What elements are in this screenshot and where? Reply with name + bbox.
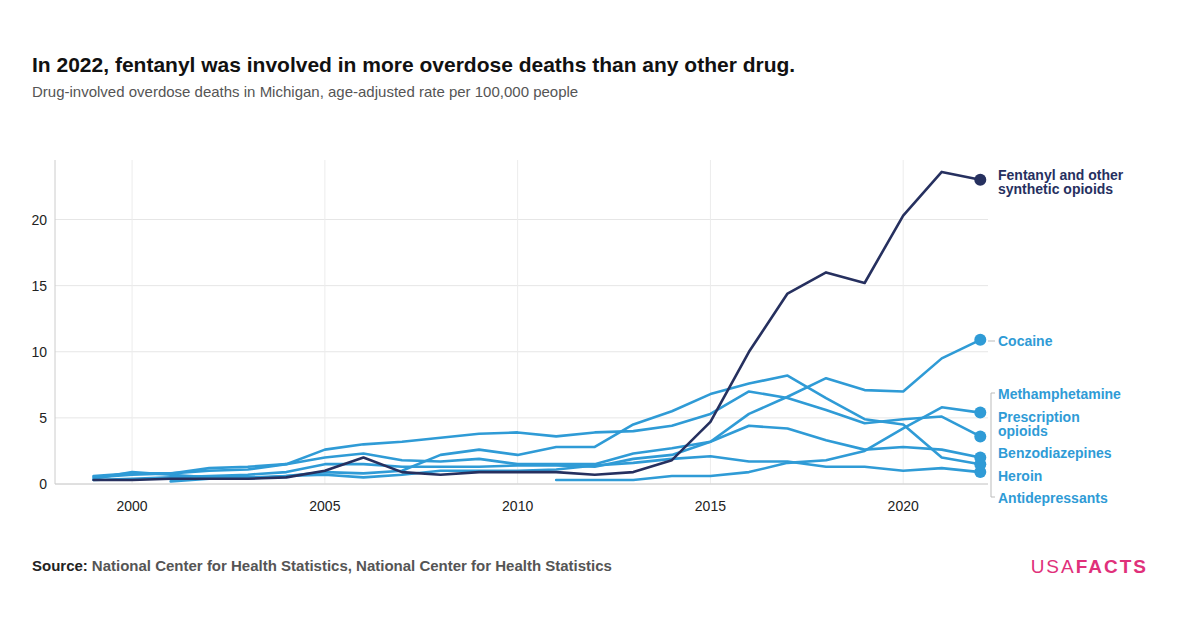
series-label: Benzodiazepines [998,445,1112,461]
y-tick-label: 0 [39,476,47,492]
series-label: Cocaine [998,333,1053,349]
x-tick-label: 2005 [309,498,340,514]
source-label: Source: [32,557,88,574]
grid-line [55,351,988,352]
y-tick-label: 5 [39,410,47,426]
grid-line [132,160,133,484]
grid-line [903,160,904,484]
series-line [94,340,981,476]
logo-part: USA [1031,556,1076,577]
x-tick-label: 2015 [695,498,726,514]
series-label: Antidepressants [998,490,1108,506]
logo: USAFACTS [1031,556,1148,577]
x-axis [55,484,988,485]
grid-line [55,219,988,220]
source-text: National Center for Health Statistics, N… [92,557,612,574]
series-line [556,407,980,480]
x-tick-label: 2000 [117,498,148,514]
x-tick-label: 2020 [888,498,919,514]
y-tick-label: 10 [31,344,47,360]
series-label: Methamphetamine [998,386,1121,402]
y-tick-label: 15 [31,278,47,294]
grid-line [55,484,988,485]
logo-part: FACTS [1076,556,1148,577]
grid-line [710,160,711,484]
y-tick-label: 20 [31,212,47,228]
end-dot [974,452,986,464]
y-axis [55,160,56,484]
series-label: Heroin [998,468,1042,484]
end-dot [974,407,986,419]
plot-area [94,172,981,481]
source: Source:National Center for Health Statis… [32,557,612,574]
grid-line [55,285,988,286]
series-label: Fentanyl and othersynthetic opioids [998,167,1124,197]
title: In 2022, fentanyl was involved in more o… [32,53,795,76]
end-dot [974,334,986,346]
grid-line [324,160,325,484]
subtitle: Drug-involved overdose deaths in Michiga… [32,83,578,100]
end-dot [974,174,986,186]
grid-line [517,160,518,484]
x-tick-label: 2010 [502,498,533,514]
grid [55,160,988,484]
label-bracket [988,341,995,497]
chart: In 2022, fentanyl was involved in more o… [0,0,1200,628]
end-dot [974,430,986,442]
series-line [94,172,981,480]
series-label: Prescriptionopioids [998,409,1080,439]
